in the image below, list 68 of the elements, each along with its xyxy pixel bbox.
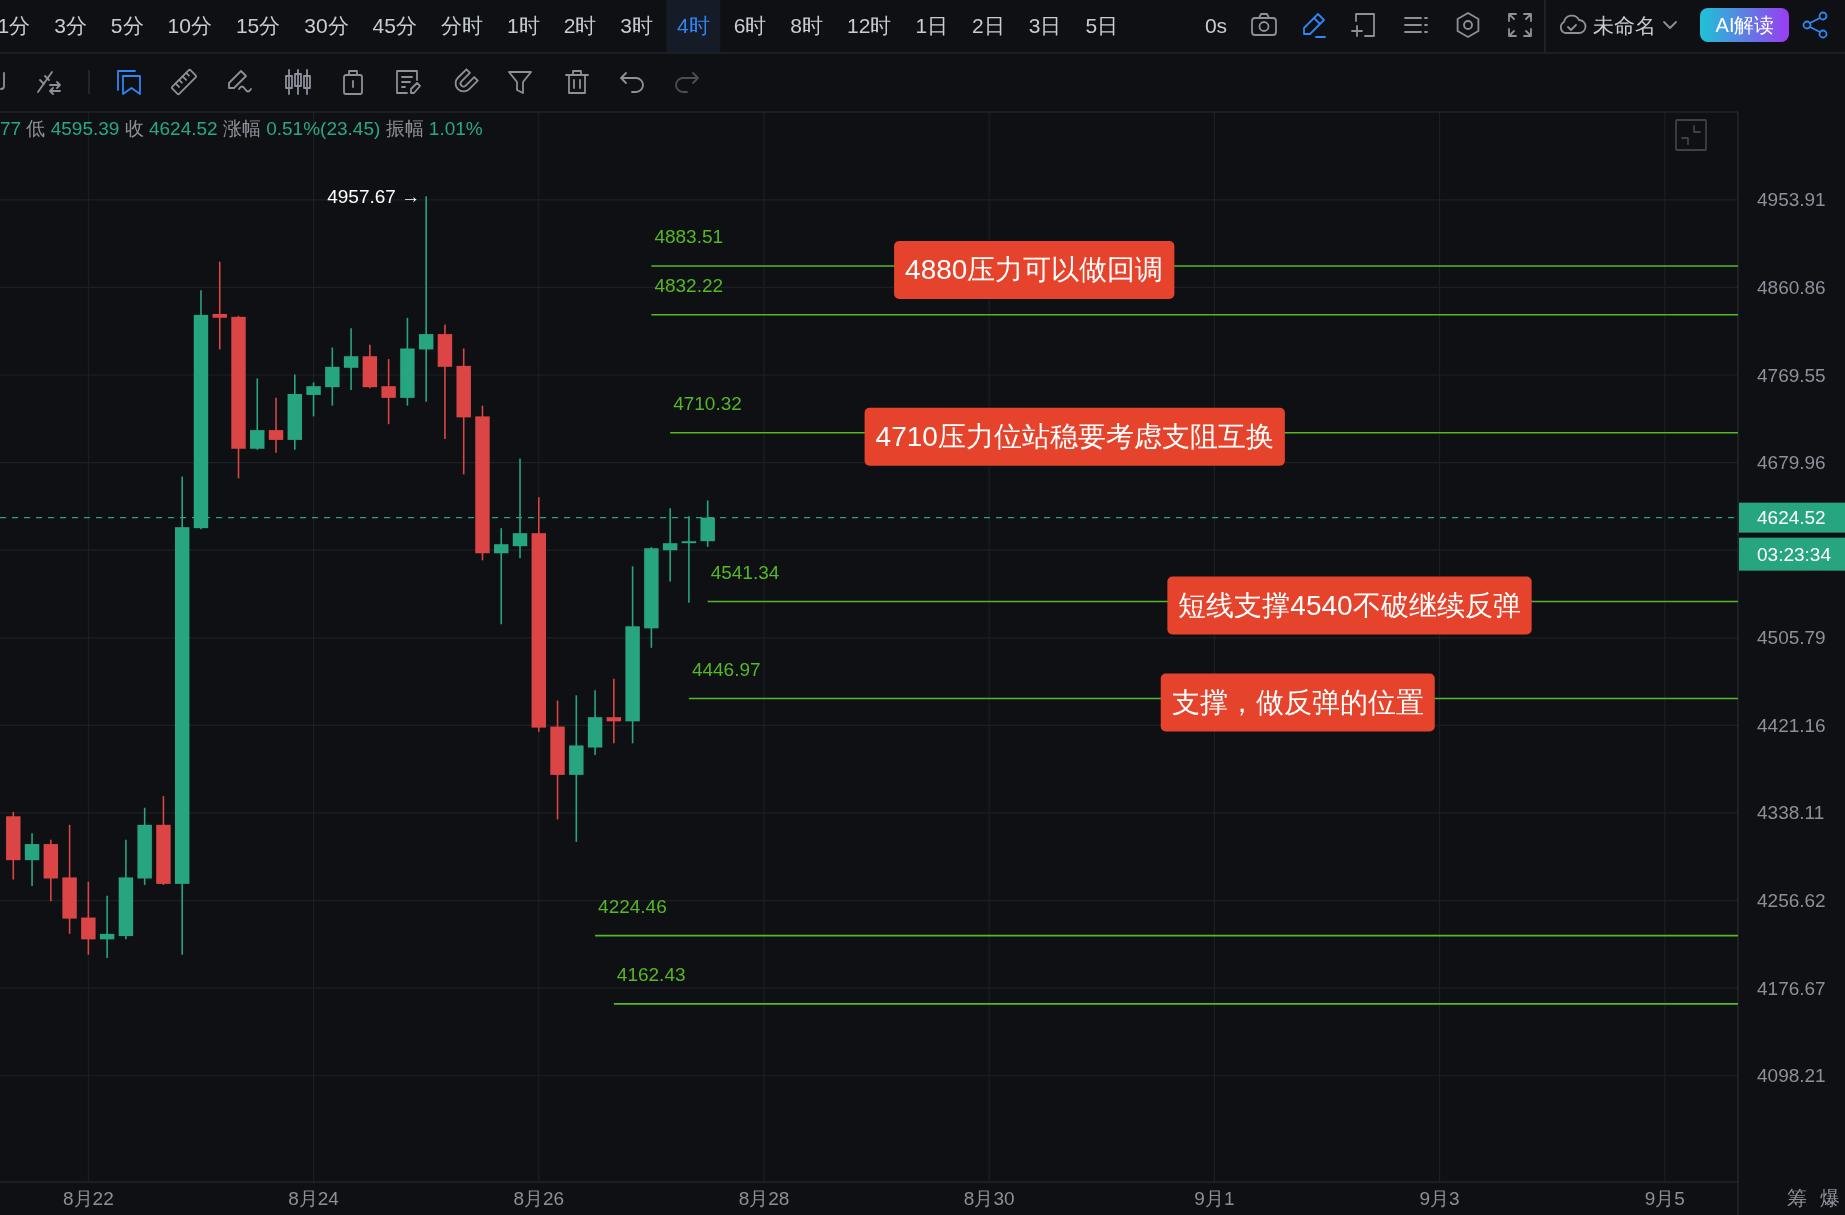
text: 1日 [915,13,949,37]
x-tick-label: 8月28 [738,1187,790,1209]
text: 3时 [620,13,654,37]
text: 77 低 4595.39 收 4624.52 涨幅 0.51%(23.45) 振幅 1.01% [0,117,483,139]
text: 12时 [847,13,892,37]
candlestick [381,358,396,426]
candlestick [212,260,227,351]
text: 2时 [563,13,597,37]
text: 10分 [167,13,212,37]
y-tick-label: 4256.62 [1757,890,1826,912]
candlestick [494,527,509,626]
data-label: 4446.97 [691,658,761,680]
text: 15分 [235,13,281,37]
text: 3日 [1028,13,1062,37]
annotation: 短线支撑4540不破继续反弹 [1178,589,1521,621]
text: 1时 [506,13,540,37]
x-tick-label: 8月30 [963,1187,1015,1209]
x-tick-label: 8月22 [63,1187,114,1209]
y-tick-label: 4505.79 [1757,627,1826,649]
y-tick-label: 4338.11 [1757,802,1825,824]
text: 爆 [1820,1187,1840,1209]
candlestick [250,377,265,451]
x-tick-label: 9月5 [1644,1187,1685,1209]
candlestick [81,880,96,956]
text: 5日 [1085,13,1119,37]
y-tick-label: 4098.21 [1757,1065,1826,1087]
data-label: 4162.43 [616,964,686,986]
text: 2日 [972,13,1005,37]
annotation: 4880压力可以做回调 [905,254,1164,286]
x-tick-label: 8月26 [513,1187,565,1209]
text: 6时 [733,13,767,37]
y-tick-label: 4421.16 [1757,714,1826,736]
text: 8时 [790,13,824,37]
candlestick [268,397,284,454]
text: 45分 [372,13,417,37]
text: AI解读 [1715,14,1775,36]
text: 未命名 [1592,13,1656,37]
y-tick-label: 4769.55 [1757,364,1826,386]
text: 30分 [304,13,349,37]
x-tick-label: 8月24 [288,1187,340,1209]
text: 5分 [110,13,144,37]
y-tick-label: 4679.96 [1757,452,1826,474]
y-tick-label: 4176.67 [1757,977,1826,999]
text: 4时 [677,13,710,37]
candlestick [325,346,340,407]
ref-line-label: 4624.52 [1757,507,1826,529]
y-tick-label: 4860.86 [1757,276,1826,298]
x-tick-label: 9月1 [1194,1187,1235,1209]
candlestick [343,327,359,391]
data-label: 4710.32 [673,393,742,415]
data-label: 4883.51 [654,226,724,248]
annotation: 4957.67 → [327,185,421,207]
data-label: 4832.22 [654,275,724,297]
candlestick [606,677,622,745]
y-tick-label: 4953.91 [1757,189,1826,211]
text: 03:23:34 [1757,543,1832,565]
data-label: 4541.34 [710,561,780,583]
candlestick [306,381,321,418]
annotation: 支撑，做反弹的位置 [1171,686,1424,718]
candlestick [24,832,40,887]
text: 分时 [440,13,483,37]
text: 筹 [1787,1187,1807,1209]
text: 3分 [54,13,87,37]
candlestick [418,195,434,403]
annotation: 4710压力位站稳要考虑支阻互换 [875,421,1274,453]
data-label: 4224.46 [598,896,667,918]
x-tick-label: 9月3 [1419,1187,1460,1209]
text: 0s [1204,13,1228,37]
